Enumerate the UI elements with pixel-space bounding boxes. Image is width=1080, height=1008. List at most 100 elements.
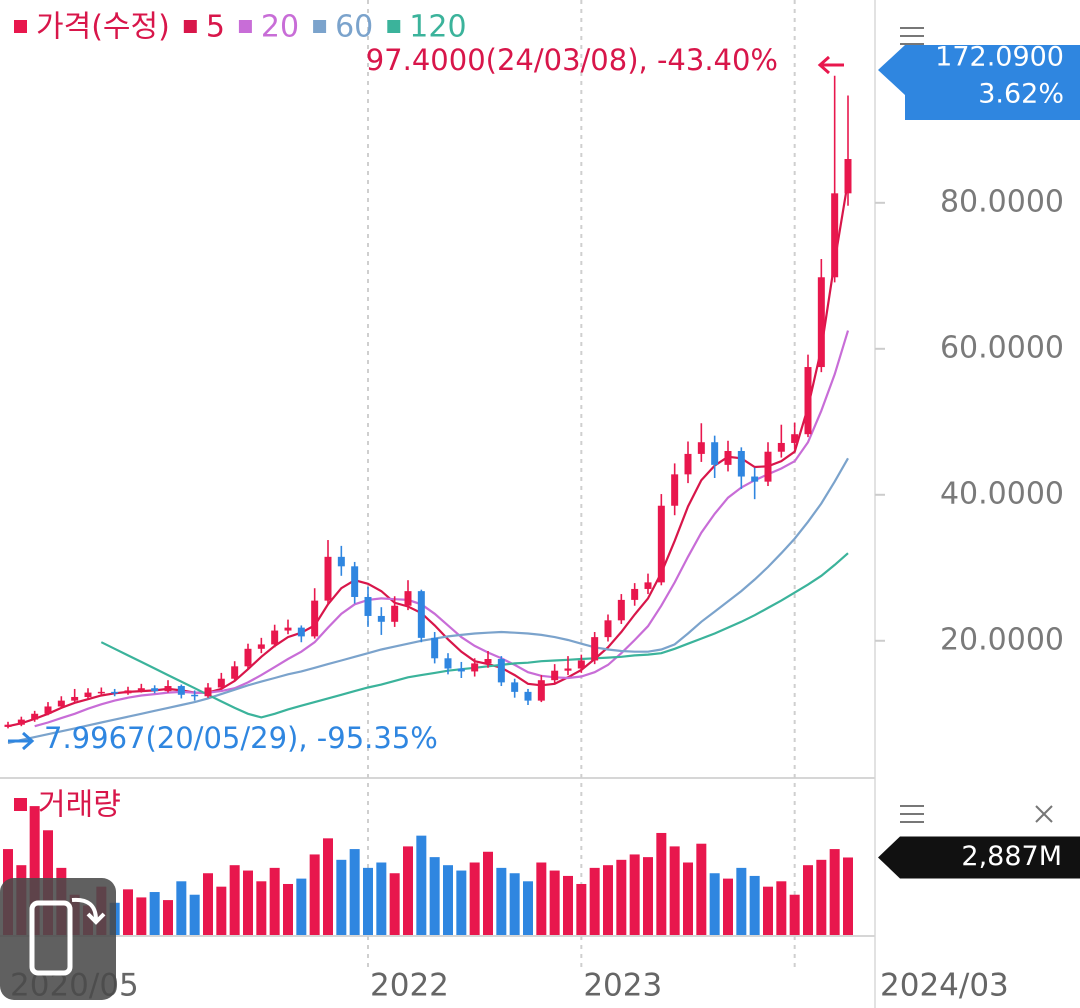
volume-bar <box>149 892 160 935</box>
candle-body <box>97 691 105 694</box>
candle-body <box>284 627 292 631</box>
volume-badge-label: 2,887M <box>961 841 1062 872</box>
volume-bar <box>603 865 613 935</box>
labels: 20.000040.000060.000080.00002020/0520222… <box>10 10 1064 1004</box>
badge-change: 3.62% <box>978 79 1064 110</box>
volume-bar <box>616 859 627 935</box>
candle-body <box>484 659 492 664</box>
volume-bar <box>29 806 40 935</box>
legend-label: 20 <box>261 10 299 45</box>
volume-close-icon[interactable] <box>1035 805 1053 823</box>
candle-body <box>817 277 825 368</box>
high-arrow <box>817 55 844 75</box>
low-label: 7.9967(20/05/29), -95.35% <box>44 721 438 755</box>
x-tick-label: 2023 <box>583 968 662 1004</box>
volume-bar <box>283 883 293 935</box>
candle-body <box>511 682 519 692</box>
volume-bar <box>789 894 800 935</box>
candle-body <box>351 566 359 597</box>
candle-body <box>217 678 225 688</box>
volume-bar <box>589 867 600 935</box>
volume-bar <box>776 881 787 935</box>
candle-body <box>551 670 559 681</box>
low-arrow <box>8 731 35 751</box>
volume-bar <box>163 900 173 935</box>
candle-body <box>297 627 305 637</box>
volume-bar <box>723 878 733 935</box>
rotate-button[interactable] <box>0 878 116 1000</box>
volume-bar <box>389 873 400 935</box>
candle-body <box>4 724 12 727</box>
candle-body <box>164 686 172 692</box>
ma-line <box>7 457 849 745</box>
y-tick-label: 40.0000 <box>940 476 1064 511</box>
x-tick-label: 2022 <box>370 968 449 1004</box>
volume-bar <box>309 854 320 935</box>
volume-bar <box>629 854 640 935</box>
volume-bar <box>683 862 693 935</box>
volume-bar <box>509 873 520 935</box>
volume-bar <box>749 875 760 935</box>
candles <box>4 75 852 729</box>
candle-body <box>271 630 279 645</box>
volume-bar <box>456 870 467 935</box>
volume-bar <box>336 859 347 935</box>
volume-bar <box>563 875 573 935</box>
candle-body <box>471 663 479 672</box>
volume-title: 거래량 <box>38 788 121 823</box>
volume-bar <box>216 886 227 935</box>
y-tick-label: 20.0000 <box>940 622 1064 657</box>
volume-bar <box>269 867 280 935</box>
badge-price: 172.0900 <box>935 42 1064 73</box>
volume-bar <box>536 862 547 935</box>
volume-bar <box>296 878 307 935</box>
volume-bar <box>549 870 560 935</box>
volume-bar <box>229 865 240 935</box>
volume-bar <box>443 865 453 935</box>
candle-body <box>777 442 785 452</box>
volume-bar <box>136 897 147 935</box>
candle-body <box>257 644 265 649</box>
legend-swatch <box>183 20 197 33</box>
menu-icon[interactable] <box>900 27 924 45</box>
candle-body <box>564 668 572 671</box>
legend-label: 5 <box>206 10 225 45</box>
volume-bar <box>123 889 133 935</box>
candle-body <box>524 691 532 701</box>
volume-bar <box>323 838 333 935</box>
ma-line <box>7 180 850 728</box>
volume-bar <box>243 870 253 935</box>
candle-body <box>697 442 705 454</box>
candle-body <box>617 599 625 621</box>
volume-menu-icon[interactable] <box>900 805 924 823</box>
candle-body <box>244 648 252 667</box>
candle-body <box>231 666 239 679</box>
candle-body <box>417 591 425 638</box>
candle-body <box>724 450 732 465</box>
volume-bar <box>669 846 680 935</box>
candle-body <box>111 691 119 694</box>
y-tick-label: 80.0000 <box>940 184 1064 219</box>
volume-bar <box>656 832 667 935</box>
candle-body <box>391 605 399 622</box>
volume-bar <box>469 862 480 935</box>
legend-swatch <box>238 20 252 33</box>
price-badge <box>878 45 1080 120</box>
candle-body <box>151 688 159 692</box>
volume-bar <box>843 857 853 935</box>
volume-bar <box>763 886 773 935</box>
x-tick-label: 2024/03 <box>880 968 1009 1004</box>
candle-body <box>804 367 812 435</box>
candle-body <box>44 706 52 714</box>
candle-body <box>604 620 612 638</box>
candle-body <box>751 476 759 482</box>
volume-bar <box>203 873 213 935</box>
candle-body <box>124 690 132 694</box>
candle-body <box>764 451 772 482</box>
candle-body <box>844 159 852 194</box>
legend-label: 60 <box>335 10 373 45</box>
candle-body <box>537 680 545 701</box>
candle-body <box>324 556 332 601</box>
candle-body <box>671 474 679 506</box>
